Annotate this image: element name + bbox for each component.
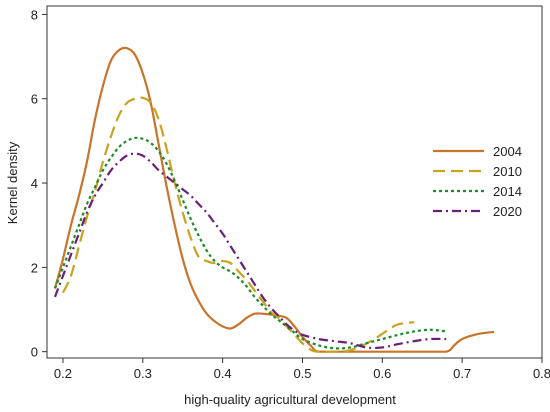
- y-tick-label: 4: [31, 176, 38, 191]
- x-tick-label: 0.2: [54, 366, 72, 381]
- series-layer: [55, 48, 494, 352]
- legend-label-2010: 2010: [493, 164, 522, 179]
- axes-layer: 0.2 0.3 0.4 0.5 0.6 0.7 0.8 0 2 4 6 8: [31, 6, 550, 381]
- series-line-2004: [55, 48, 494, 352]
- x-tick-label: 0.6: [373, 366, 391, 381]
- legend-label-2014: 2014: [493, 184, 522, 199]
- legend-label-2020: 2020: [493, 204, 522, 219]
- x-tick-label: 0.8: [533, 366, 550, 381]
- y-tick-label: 0: [31, 345, 38, 360]
- x-axis-title: high-quality agricultural development: [184, 392, 396, 407]
- legend-label-2004: 2004: [493, 144, 522, 159]
- series-line-2020: [55, 154, 446, 348]
- series-line-2010: [63, 98, 414, 352]
- x-tick-label: 0.3: [134, 366, 152, 381]
- plot-frame: [47, 6, 542, 358]
- x-tick-label: 0.7: [453, 366, 471, 381]
- y-tick-label: 8: [31, 7, 38, 22]
- y-tick-label: 6: [31, 92, 38, 107]
- series-line-2014: [55, 138, 446, 349]
- legend: 2004 2010 2014 2020: [433, 144, 522, 219]
- x-tick-label: 0.5: [293, 366, 311, 381]
- x-tick-label: 0.4: [214, 366, 232, 381]
- y-tick-label: 2: [31, 260, 38, 275]
- y-axis-title: Kernel density: [5, 141, 20, 224]
